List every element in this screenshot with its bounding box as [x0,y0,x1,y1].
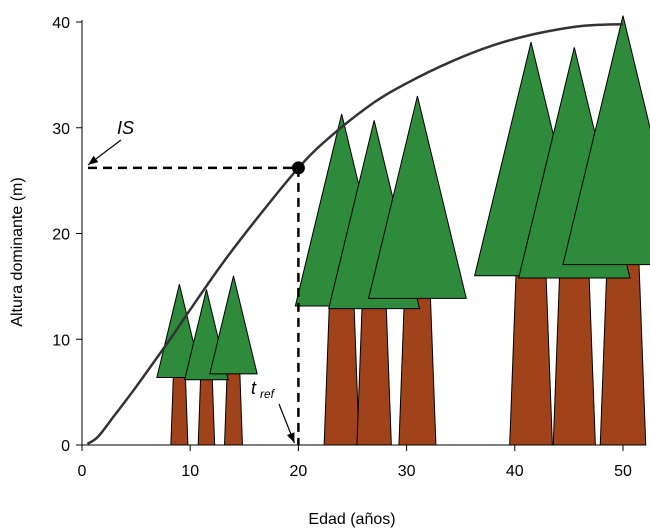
y-tick-label: 10 [52,332,70,349]
reference-point-marker [291,161,305,175]
tree-trunk [398,293,437,446]
y-tick-label: 40 [52,15,70,32]
tree-group [294,95,467,446]
tree-crown [562,15,650,266]
trees-layer [156,15,650,446]
reference-lines [88,161,305,445]
tree-group [473,15,650,446]
tree-trunk [223,369,243,446]
t-ref-label: t ref [251,378,276,401]
annotation-arrows [87,139,295,444]
x-tick-label: 20 [290,463,308,480]
y-axis-label: Altura dominante (m) [9,177,26,326]
x-tick-label: 10 [181,463,199,480]
axes [81,20,627,446]
tree-trunk [509,271,553,446]
y-tick-label: 0 [61,438,70,455]
tree-trunk [599,260,647,446]
tree-trunk [323,301,360,446]
site-index-arrow [87,139,122,166]
y-tick-label: 20 [52,227,70,244]
t-ref-main: t [251,378,257,398]
x-tick-label: 50 [614,463,632,480]
tree-group [156,275,258,446]
x-axis-label: Edad (años) [308,511,395,528]
x-tick-label: 0 [78,463,87,480]
site-index-label: IS [117,118,134,138]
t-ref-subscript: ref [260,387,276,401]
tree-crown [209,275,258,375]
tree-trunk [197,375,216,446]
axis-ticks: 0 10 20 30 40 50 0 10 20 30 40 [52,15,632,480]
x-tick-label: 40 [506,463,524,480]
tree-trunk [170,372,189,446]
tree-trunk [356,304,392,446]
tree-trunk [552,273,596,446]
y-tick-label: 30 [52,121,70,138]
tree-crown [367,95,467,299]
x-tick-label: 30 [398,463,416,480]
t-ref-arrow [278,403,295,444]
